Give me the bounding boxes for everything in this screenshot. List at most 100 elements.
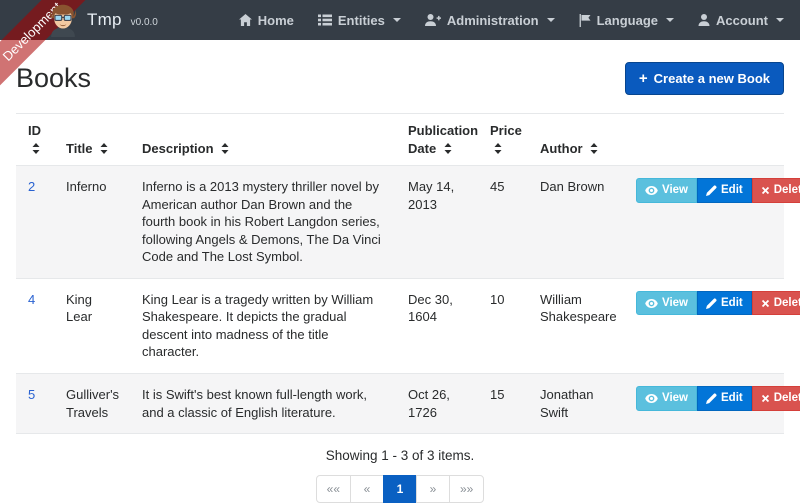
- hipster-avatar-icon: [49, 4, 77, 37]
- nav-label: Language: [596, 12, 658, 28]
- book-author-cell: Jonathan Swift: [528, 373, 624, 434]
- header-publication-date[interactable]: Publication Date: [396, 112, 479, 167]
- edit-label: Edit: [721, 296, 743, 309]
- book-price-cell: 45: [478, 165, 528, 279]
- chevron-down-icon: [666, 18, 674, 22]
- book-author-cell: Dan Brown: [528, 165, 624, 279]
- user-icon: [698, 14, 710, 26]
- sort-icon: [32, 141, 40, 159]
- edit-button[interactable]: Edit: [697, 178, 752, 203]
- nav-item-language[interactable]: Language: [579, 13, 674, 28]
- edit-label: Edit: [721, 392, 743, 405]
- book-description-cell: Inferno is a 2013 mystery thriller novel…: [130, 165, 396, 279]
- book-author-cell: William Shakespeare: [528, 277, 624, 374]
- pagination-first[interactable]: ««: [315, 475, 351, 503]
- nav-label: Administration: [446, 12, 539, 28]
- pagination-next[interactable]: »: [416, 475, 450, 503]
- delete-button[interactable]: Delete: [751, 290, 800, 316]
- delete-label: Delete: [773, 184, 800, 197]
- nav-item-home[interactable]: Home: [238, 12, 294, 28]
- create-book-button[interactable]: + Create a new Book: [624, 62, 784, 95]
- nav-item-entities[interactable]: Entities: [317, 13, 401, 28]
- plus-icon: +: [638, 70, 648, 87]
- book-title-cell: Inferno: [54, 165, 130, 279]
- header-title[interactable]: Title: [54, 112, 130, 167]
- nav-item-account[interactable]: Account: [698, 13, 784, 28]
- pagination-last[interactable]: »»: [449, 475, 485, 503]
- header-description[interactable]: Description: [130, 112, 396, 167]
- pagination: «« « 1 » »»: [315, 475, 485, 503]
- table-row: 4 King Lear King Lear is a tragedy writt…: [16, 277, 800, 374]
- book-date-cell: May 14, 2013: [396, 165, 478, 279]
- book-id-link[interactable]: 4: [28, 291, 36, 307]
- sort-icon: [590, 141, 598, 159]
- row-actions: View Edit Delete: [636, 178, 800, 203]
- list-icon: [317, 14, 332, 26]
- header-label: ID: [28, 123, 41, 138]
- sort-icon: [444, 141, 452, 159]
- pencil-icon: [706, 393, 717, 404]
- brand[interactable]: Tmp v0.0.0: [46, 3, 158, 37]
- items-count-summary: Showing 1 - 3 of 3 items.: [325, 448, 475, 464]
- table-row: 5 Gulliver's Travels It is Swift's best …: [16, 373, 800, 434]
- header-label: Title: [66, 140, 93, 156]
- header-label: Description: [142, 140, 214, 156]
- eye-icon: [645, 298, 658, 308]
- header-id[interactable]: ID: [16, 112, 54, 167]
- edit-button[interactable]: Edit: [697, 290, 752, 316]
- page-title: Books: [16, 63, 92, 93]
- delete-button[interactable]: Delete: [751, 178, 800, 203]
- book-id-link[interactable]: 5: [28, 387, 36, 403]
- header-label: Price: [490, 123, 522, 138]
- times-icon: [761, 299, 769, 307]
- brand-title: Tmp: [87, 10, 122, 29]
- pagination-page-1[interactable]: 1: [383, 475, 417, 503]
- create-book-label: Create a new Book: [653, 71, 770, 86]
- header-price[interactable]: Price: [478, 112, 528, 167]
- view-button[interactable]: View: [636, 178, 697, 203]
- delete-label: Delete: [773, 392, 800, 405]
- chevron-down-icon: [392, 18, 401, 22]
- home-icon: [238, 14, 252, 26]
- delete-label: Delete: [773, 296, 800, 309]
- brand-version: v0.0.0: [130, 16, 158, 28]
- view-label: View: [662, 184, 688, 197]
- nav-label: Account: [716, 12, 768, 28]
- view-label: View: [662, 392, 688, 405]
- header-actions: [624, 112, 784, 167]
- nav-item-administration[interactable]: Administration: [424, 12, 555, 28]
- eye-icon: [645, 185, 658, 195]
- header-label: Author: [540, 140, 583, 156]
- nav-label: Home: [257, 12, 294, 28]
- row-actions: View Edit Delete: [636, 290, 800, 316]
- sort-icon: [100, 141, 108, 159]
- view-button[interactable]: View: [636, 386, 697, 411]
- book-title-cell: Gulliver's Travels: [54, 373, 130, 434]
- book-id-link[interactable]: 2: [28, 179, 36, 195]
- times-icon: [761, 186, 769, 195]
- view-button[interactable]: View: [636, 290, 697, 316]
- chevron-down-icon: [776, 18, 784, 22]
- book-price-cell: 15: [478, 373, 528, 434]
- pencil-icon: [706, 298, 717, 309]
- top-navbar: Tmp v0.0.0 Home Entities Administration …: [0, 0, 800, 40]
- book-date-cell: Oct 26, 1726: [396, 373, 478, 434]
- chevron-down-icon: [546, 18, 555, 22]
- book-description-cell: It is Swift's best known full-length wor…: [130, 373, 396, 434]
- delete-button[interactable]: Delete: [751, 386, 800, 411]
- edit-label: Edit: [721, 184, 743, 197]
- view-label: View: [662, 296, 688, 309]
- sort-icon: [494, 141, 502, 159]
- pencil-icon: [706, 185, 717, 196]
- header-author[interactable]: Author: [528, 112, 624, 167]
- row-actions: View Edit Delete: [636, 386, 800, 411]
- header-label: Publication Date: [408, 123, 479, 156]
- pagination-previous[interactable]: «: [350, 475, 384, 503]
- sort-icon: [221, 141, 229, 159]
- user-plus-icon: [424, 14, 441, 26]
- book-date-cell: Dec 30, 1604: [396, 277, 478, 374]
- eye-icon: [645, 393, 658, 403]
- times-icon: [761, 394, 769, 402]
- edit-button[interactable]: Edit: [697, 386, 752, 411]
- main-content: Books + Create a new Book ID Title Descr…: [0, 62, 800, 503]
